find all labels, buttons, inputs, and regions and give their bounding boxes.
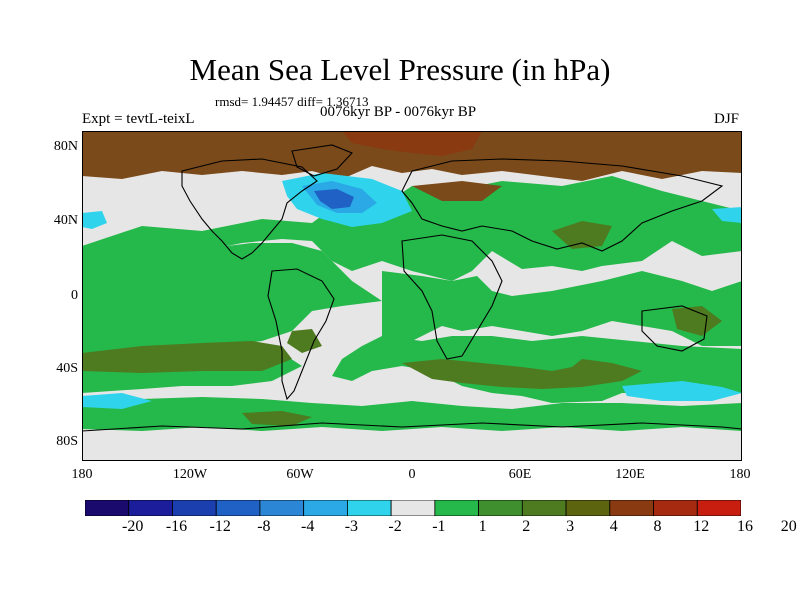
map-frame [82,131,742,461]
coastlines [82,144,742,432]
colorbar-swatch [303,500,348,516]
colorbar-swatch [653,500,698,516]
colorbar-label: 8 [653,518,662,535]
y-tick-80s: 80S [56,434,78,449]
y-tick-40s: 40S [56,361,78,376]
colorbar-label: 20 [780,518,797,535]
period-label: 0076kyr BP - 0076kyr BP [320,104,477,120]
x-tick-60e: 60E [508,467,532,482]
colorbar-label: -3 [344,518,359,535]
colorbar-swatch [346,500,392,516]
x-tick-120w: 120W [172,467,208,482]
colorbar-label: 2 [522,518,531,535]
colorbar [85,500,741,516]
australia-outline [641,305,708,352]
colorbar-label: -16 [165,518,188,535]
colorbar-label: -2 [388,518,402,535]
colorbar-swatch [390,500,436,516]
x-tick-120e: 120E [615,467,645,482]
europe-asia-outline [401,158,724,252]
colorbar-swatch [215,500,261,516]
colorbar-swatch [85,500,130,516]
colorbar-swatch [259,500,305,516]
colorbar-swatch [696,500,741,516]
colorbar-label: 1 [478,518,487,535]
colorbar-label: 4 [609,518,618,535]
experiment-label: Expt = tevtL-teixL [82,111,195,127]
x-tick-180w: 180 [71,467,93,482]
positive-anomaly-regions [82,176,742,431]
colorbar-swatch [565,500,611,516]
strong-positive-regions [82,131,742,201]
colorbar-label: -1 [432,518,446,535]
colorbar-label: -4 [301,518,315,535]
plot-title: Mean Sea Level Pressure (in hPa) [189,52,611,87]
y-tick-40n: 40N [53,213,78,228]
colorbar-label: 3 [566,518,575,535]
colorbar-swatch [434,500,479,516]
map-panel [82,131,742,461]
y-tick-0: 0 [71,288,78,303]
season-label: DJF [714,111,740,127]
y-tick-80n: 80N [53,139,78,154]
colorbar-label: 16 [737,518,753,535]
colorbar-label: -8 [257,518,271,535]
antarctica-outline [82,422,742,432]
africa-outline [401,234,503,360]
colorbar-swatch [128,500,173,516]
stats-line: rmsd= 1.94457 diff= 1.36713 [215,94,369,109]
colorbar-label: -12 [209,518,231,535]
colorbar-swatch [609,500,654,516]
x-tick-180e: 180 [729,467,751,482]
colorbar-label: 12 [693,518,710,535]
colorbar-swatch [478,500,523,516]
moderate-positive-regions [82,221,722,426]
negative-anomaly-regions [82,173,742,409]
x-tick-60w: 60W [286,467,314,482]
north-america-outline [181,158,318,260]
colorbar-label: -20 [122,518,144,535]
greenland-outline [291,144,353,177]
colorbar-swatch [521,500,567,516]
colorbar-swatch [172,500,217,516]
x-tick-0: 0 [408,467,416,482]
south-america-outline [267,268,335,401]
